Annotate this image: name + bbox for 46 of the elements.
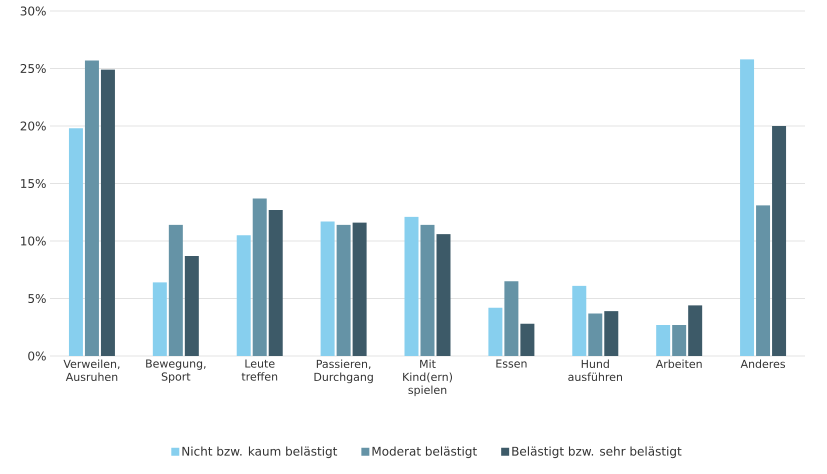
bar — [688, 305, 702, 356]
bar — [352, 222, 367, 356]
x-tick-label: Hund ausführen — [568, 360, 622, 382]
bar — [184, 256, 199, 356]
bar — [520, 324, 534, 356]
x-tick-label: Mit Kind(ern) spielen — [403, 360, 452, 396]
bar — [252, 198, 267, 356]
y-tick-label: 0% — [28, 351, 46, 361]
bar — [740, 59, 754, 356]
legend-label: Moderat belästigt — [372, 446, 477, 458]
bar — [772, 126, 786, 356]
bar — [672, 324, 686, 356]
x-tick-label: Essen — [496, 360, 527, 368]
x-tick-label: Anderes — [740, 360, 786, 368]
legend-label: Belästigt bzw. sehr belästigt — [512, 446, 682, 458]
bar — [588, 313, 602, 356]
y-tick-label: 20% — [20, 121, 46, 131]
y-tick-label: 5% — [28, 294, 46, 304]
y-tick-label: 10% — [21, 236, 46, 246]
bar — [656, 324, 670, 356]
y-tick-label: 30% — [20, 6, 46, 16]
x-tick-label: Leute treffen — [242, 360, 278, 381]
bar — [268, 210, 283, 356]
x-tick-label: Bewegung, Sport — [146, 360, 206, 383]
bar — [100, 70, 115, 356]
bar — [168, 224, 183, 356]
bar — [756, 205, 770, 356]
bar — [420, 224, 434, 356]
bar — [404, 216, 418, 356]
x-tick-label: Arbeiten — [656, 360, 702, 368]
y-tick-label: 25% — [20, 64, 46, 74]
legend-label: Nicht bzw. kaum belästigt — [182, 446, 338, 458]
bar — [504, 281, 518, 356]
bar — [436, 234, 451, 356]
bar — [320, 221, 335, 356]
bar — [84, 60, 99, 356]
bar — [488, 308, 502, 356]
x-tick-label: Verweilen, Ausruhen — [63, 360, 120, 382]
bar — [152, 282, 167, 356]
bar — [336, 224, 351, 356]
bar — [572, 286, 586, 356]
bar — [236, 235, 251, 356]
x-tick-label: Passieren, Durchgang — [314, 360, 373, 384]
bar — [68, 128, 83, 356]
y-tick-label: 15% — [21, 178, 46, 188]
bar — [604, 311, 618, 356]
